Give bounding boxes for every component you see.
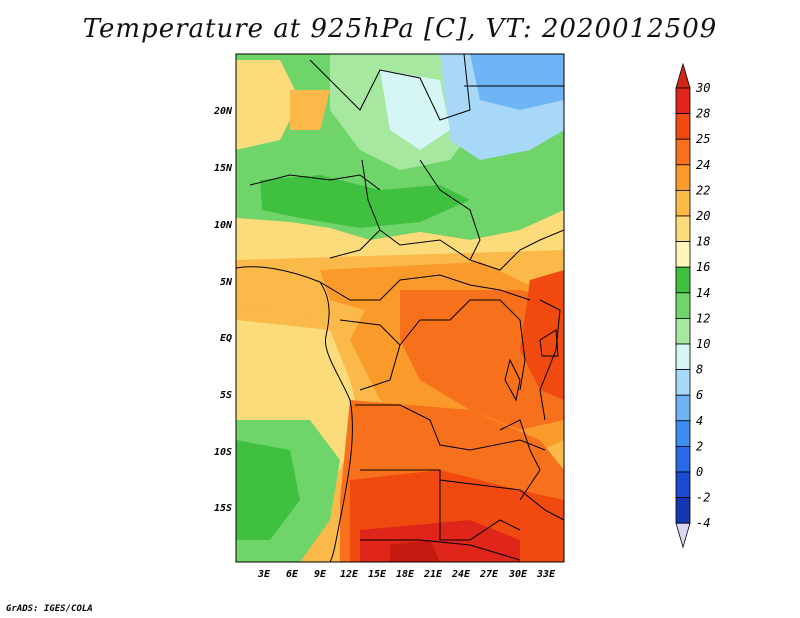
lon-tick-21e: 21E	[423, 569, 443, 580]
temperature-field	[236, 54, 564, 562]
colorbar-label: 8	[696, 363, 703, 377]
footer-credit: GrADS: IGES/COLA	[6, 604, 93, 614]
colorbar-label: 24	[696, 158, 710, 172]
colorbar-swatch	[675, 189, 691, 217]
colorbar-label: 2	[696, 439, 703, 453]
country-borders	[236, 54, 564, 562]
lon-tick-6e: 6E	[286, 569, 299, 580]
colorbar-swatch	[675, 317, 691, 345]
colorbar-swatch	[675, 241, 691, 268]
colorbar-label: 18	[696, 235, 710, 249]
lon-tick-27e: 27E	[479, 569, 499, 580]
colorbar-label: 16	[696, 260, 710, 274]
page-title: Temperature at 925hPa [C], VT: 202001250…	[82, 14, 718, 44]
colorbar-swatch	[675, 445, 691, 473]
colorbar-label: 25	[696, 132, 710, 146]
colorbar-swatch	[675, 164, 691, 191]
colorbar-label: -4	[696, 516, 710, 530]
lon-axis: 3E 6E 9E 12E 15E 18E 21E 24E 27E 30E 33E	[257, 569, 556, 580]
lat-tick-eq: EQ	[220, 333, 232, 344]
colorbar-label: 30	[695, 81, 710, 95]
colorbar-label: -2	[696, 491, 710, 505]
colorbar-swatch	[675, 343, 691, 371]
lon-tick-24e: 24E	[451, 569, 471, 580]
lat-axis: 20N 15N 10N 5N EQ 5S 10S 15S	[213, 106, 233, 514]
colorbar-tip-bottom	[675, 522, 691, 549]
colorbar-label: 20	[696, 209, 710, 223]
lat-tick-5n: 5N	[220, 277, 233, 288]
colorbar-swatch	[675, 292, 691, 319]
colorbar-swatch	[675, 266, 691, 294]
colorbar-label: 22	[696, 183, 710, 197]
lon-tick-33e: 33E	[536, 569, 556, 580]
colorbar-swatch	[675, 369, 691, 396]
colorbar-swatch	[675, 87, 691, 115]
plot-frame	[235, 53, 565, 563]
lat-tick-15n: 15N	[214, 163, 233, 174]
colorbar-label: 28	[696, 107, 710, 121]
colorbar-label: 14	[696, 286, 710, 300]
colorbar-label: 4	[696, 414, 703, 428]
colorbar-tip-top	[675, 62, 691, 89]
colorbar-label: 6	[696, 388, 703, 402]
colorbar-swatch	[675, 497, 691, 524]
colorbar-swatch	[675, 215, 691, 243]
lon-tick-12e: 12E	[340, 569, 359, 580]
lat-tick-10s: 10S	[214, 447, 232, 458]
colorbar-label: 12	[696, 311, 710, 325]
lat-tick-20n: 20N	[213, 106, 233, 117]
colorbar-label: 10	[696, 337, 710, 351]
lon-tick-30e: 30E	[508, 569, 528, 580]
colorbar-swatch	[675, 138, 691, 166]
lon-tick-15e: 15E	[368, 569, 387, 580]
lat-tick-5s: 5S	[220, 390, 232, 401]
lat-tick-15s: 15S	[214, 503, 232, 514]
colorbar-swatch	[675, 420, 691, 447]
lat-tick-10n: 10N	[214, 220, 233, 231]
colorbar-swatch	[675, 394, 691, 422]
colorbar-swatch	[675, 471, 691, 499]
lon-tick-9e: 9E	[314, 569, 327, 580]
lon-tick-18e: 18E	[396, 569, 415, 580]
lon-tick-3e: 3E	[257, 569, 271, 580]
colorbar-swatch	[675, 113, 691, 140]
colorbar-label: 0	[696, 465, 703, 479]
